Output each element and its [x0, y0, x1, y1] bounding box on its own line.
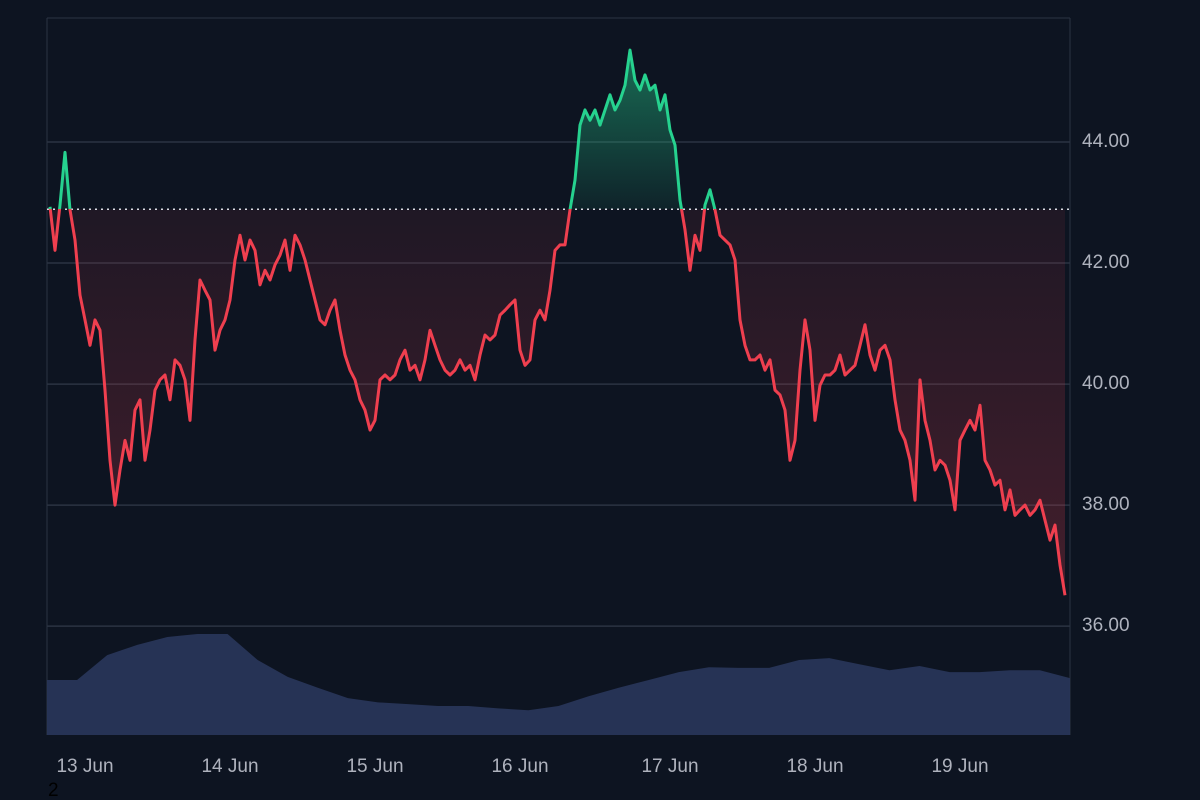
y-tick-label: 40.00: [1082, 373, 1130, 394]
annotation: 2: [48, 780, 59, 800]
price-line: [48, 48, 1067, 596]
x-tick-label: 17 Jun: [641, 756, 698, 777]
y-tick-label: 36.00: [1082, 615, 1130, 636]
y-tick-label: 42.00: [1082, 252, 1130, 273]
x-tick-label: 18 Jun: [786, 756, 843, 777]
y-tick-label: 38.00: [1082, 494, 1130, 515]
x-tick-label: 14 Jun: [201, 756, 258, 777]
x-tick-label: 13 Jun: [56, 756, 113, 777]
x-tick-label: 15 Jun: [346, 756, 403, 777]
y-tick-label: 44.00: [1082, 131, 1130, 152]
volume-area: [47, 633, 1070, 735]
baseline-area: [50, 50, 1065, 596]
x-tick-label: 16 Jun: [491, 756, 548, 777]
x-tick-label: 19 Jun: [931, 756, 988, 777]
